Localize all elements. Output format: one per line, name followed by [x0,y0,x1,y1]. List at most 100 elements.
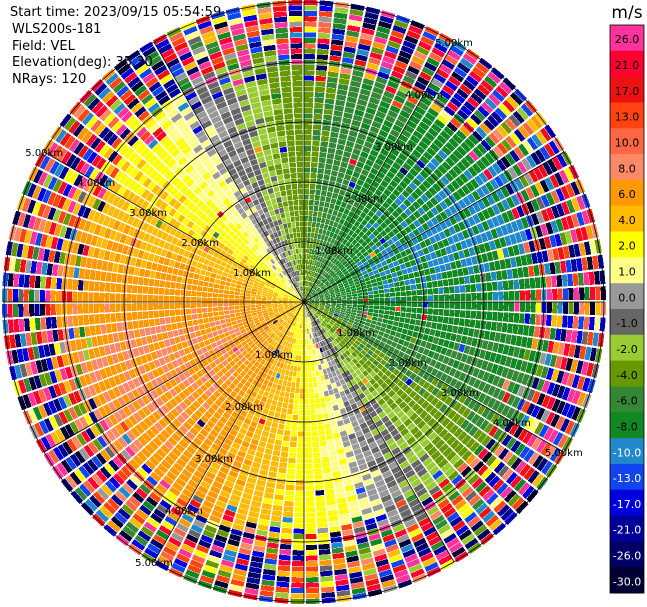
velocity-gate [470,284,477,292]
velocity-gate [295,490,304,496]
velocity-gate [328,449,337,457]
velocity-gate [503,302,509,312]
velocity-gate [492,281,498,291]
velocity-gate [308,221,312,227]
velocity-gate [348,85,360,93]
velocity-gate [506,96,519,109]
velocity-gate [340,309,346,313]
velocity-gate [436,37,451,49]
velocity-gate [377,370,384,378]
velocity-gate [299,339,302,345]
velocity-gate [497,142,508,155]
velocity-gate [307,306,311,311]
velocity-gate [467,193,476,204]
velocity-gate [418,140,429,150]
velocity-gate [449,215,457,225]
velocity-gate [500,156,511,169]
velocity-gate [573,345,581,359]
velocity-gate [294,517,304,523]
velocity-gate [427,446,438,456]
velocity-gate [409,90,422,101]
velocity-gate [207,332,214,339]
velocity-gate [369,378,376,386]
velocity-gate [330,319,336,324]
velocity-gate [487,385,496,396]
velocity-gate [277,472,286,479]
velocity-gate [310,310,314,315]
velocity-gate [310,339,313,345]
velocity-gate [305,463,313,469]
velocity-gate [307,287,310,292]
velocity-gate [337,374,343,381]
velocity-gate [304,75,315,81]
velocity-gate [268,393,274,400]
velocity-gate [486,282,493,291]
velocity-gate [384,362,391,370]
velocity-gate [304,393,310,399]
velocity-gate [307,311,311,317]
velocity-gate [524,228,533,241]
velocity-gate [315,312,320,317]
velocity-gate [306,323,309,329]
velocity-gate [463,169,474,181]
velocity-gate [334,574,348,581]
velocity-gate [346,333,352,339]
velocity-gate [384,504,397,513]
velocity-gate [374,338,381,345]
velocity-gate [305,566,319,572]
velocity-gate [443,197,453,207]
velocity-gate [513,426,524,439]
velocity-gate [393,281,400,287]
velocity-gate [592,332,599,347]
velocity-gate [304,426,311,432]
velocity-gate [436,179,446,189]
velocity-gate [316,54,329,61]
velocity-gate [400,229,408,237]
velocity-gate [426,161,437,172]
velocity-gate [369,323,376,329]
velocity-gate [281,385,286,392]
velocity-gate [317,324,322,330]
velocity-gate [304,64,315,70]
velocity-gate [383,284,389,289]
velocity-gate [516,205,525,218]
velocity-gate [323,271,328,277]
velocity-gate [522,122,534,136]
velocity-gate [310,310,315,315]
velocity-gate [405,172,415,181]
velocity-gate [388,365,396,373]
velocity-gate [543,236,552,249]
velocity-gate [305,286,307,292]
velocity-gate [343,376,350,384]
velocity-gate [337,138,346,146]
velocity-gate [347,297,353,300]
velocity-gate [535,289,542,301]
velocity-gate [351,246,357,252]
velocity-gate [351,326,357,332]
velocity-gate [323,279,328,284]
velocity-gate [298,426,304,432]
velocity-gate [160,325,167,333]
velocity-gate [394,569,409,579]
velocity-gate [245,302,251,306]
velocity-gate [326,267,331,273]
velocity-gate [530,184,540,198]
velocity-gate [349,505,360,513]
velocity-gate [337,327,343,332]
velocity-gate [408,213,417,222]
velocity-gate [379,166,389,175]
velocity-gate [210,326,217,332]
velocity-gate [306,275,308,281]
velocity-gate [229,313,236,318]
velocity-gate [304,221,308,227]
velocity-gate [358,334,365,340]
velocity-gate [315,81,326,87]
velocity-gate [485,454,497,467]
velocity-gate [502,99,515,113]
velocity-gate [346,294,352,298]
velocity-gate [368,185,377,193]
velocity-gate [381,275,387,281]
velocity-gate [355,138,365,146]
velocity-gate [334,330,340,336]
velocity-gate [370,91,382,100]
